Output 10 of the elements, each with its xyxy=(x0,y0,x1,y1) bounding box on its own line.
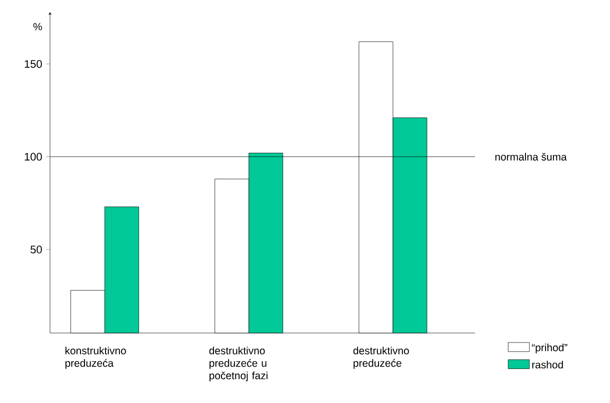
y-tick-label: 50 xyxy=(30,246,42,254)
y-tick-label: 100 xyxy=(24,152,42,161)
y-tick-label: 150 xyxy=(24,60,42,68)
y-axis-title: % xyxy=(33,23,42,30)
ref-line-label: normalna šuma xyxy=(495,152,567,161)
x-tick-label: destruktivno preduzeće xyxy=(353,346,409,369)
legend-label: rashod xyxy=(532,360,563,368)
x-tick-label: konstruktivno preduzeća xyxy=(65,346,126,369)
legend-label: “prihod” xyxy=(532,344,568,354)
x-tick-label: destruktivno preduzeće u početnoj fazi xyxy=(209,346,268,382)
